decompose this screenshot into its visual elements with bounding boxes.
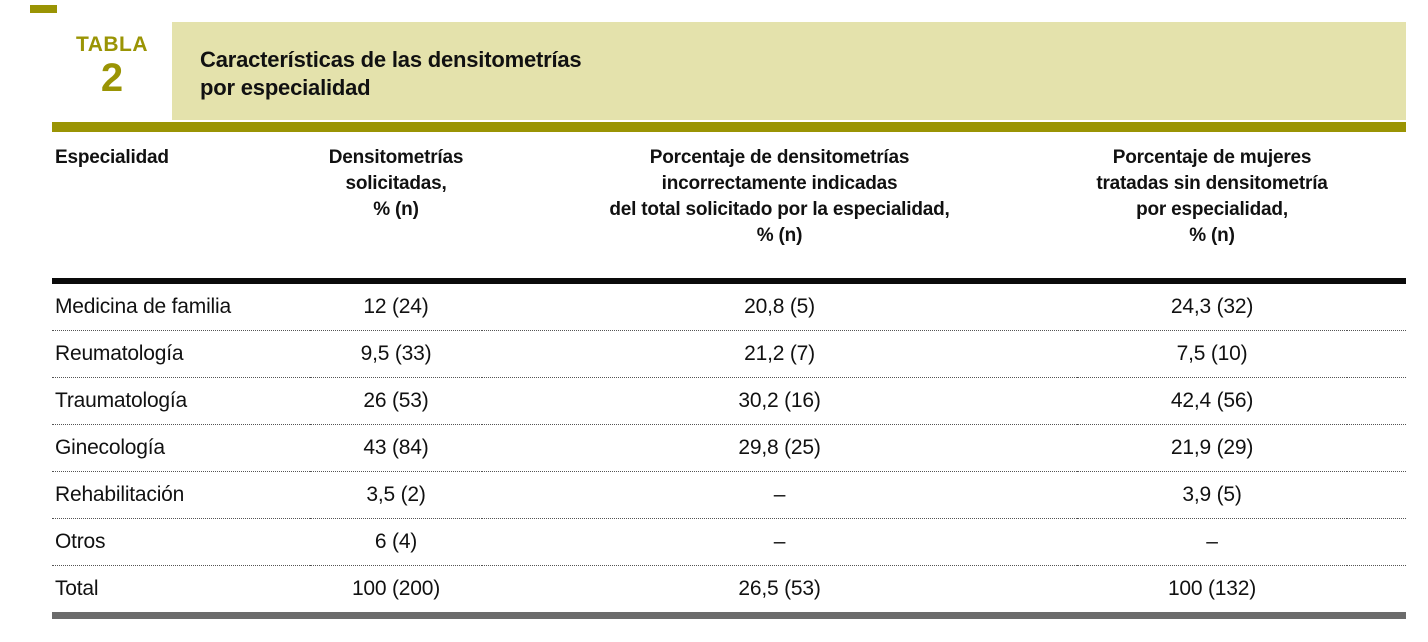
corner-accent-dash <box>30 5 57 13</box>
cell-solicitadas: 43 (84) <box>310 424 482 472</box>
cell-solicitadas: 9,5 (33) <box>310 330 482 378</box>
table-header-banner: TABLA 2 Características de las densitome… <box>52 22 1406 120</box>
column-header-spacer <box>1347 132 1406 284</box>
column-header-especialidad: Especialidad <box>52 132 310 284</box>
table-label: TABLA 2 <box>52 22 172 120</box>
cell-sin-densitometria: – <box>1077 518 1347 566</box>
cell-incorrectas: – <box>482 471 1077 519</box>
cell-especialidad: Medicina de familia <box>55 295 231 318</box>
accent-rule <box>52 122 1406 132</box>
cell-incorrectas: 30,2 (16) <box>482 377 1077 425</box>
cell-especialidad: Reumatología <box>52 330 310 378</box>
cell-solicitadas: 3,5 (2) <box>310 471 482 519</box>
cell-spacer <box>1347 330 1406 378</box>
cell-spacer <box>1347 565 1406 619</box>
table-row: Medicina de familia 12 (24) 20,8 (5) 24,… <box>52 281 1406 331</box>
cell-incorrectas: 26,5 (53) <box>482 565 1077 619</box>
cell-solicitadas: 6 (4) <box>310 518 482 566</box>
table-title-box: Características de las densitometrías po… <box>172 22 1406 120</box>
cell-especialidad: Total <box>52 565 310 619</box>
cell-solicitadas: 100 (200) <box>310 565 482 619</box>
cell-incorrectas: 20,8 (5) <box>744 295 815 318</box>
column-header-porcentaje-incorrectas: Porcentaje de densitometrías incorrectam… <box>482 132 1077 284</box>
table-row: Otros 6 (4) – – <box>52 518 1406 566</box>
table-row: Reumatología 9,5 (33) 21,2 (7) 7,5 (10) <box>52 330 1406 378</box>
cell-incorrectas: 29,8 (25) <box>482 424 1077 472</box>
table-row: Traumatología 26 (53) 30,2 (16) 42,4 (56… <box>52 377 1406 425</box>
table-label-number: 2 <box>100 56 124 100</box>
table-row: Rehabilitación 3,5 (2) – 3,9 (5) <box>52 471 1406 519</box>
column-header-densitometrias-solicitadas: Densitometrías solicitadas, % (n) <box>310 132 482 284</box>
column-header-porcentaje-mujeres: Porcentaje de mujeres tratadas sin densi… <box>1077 132 1347 284</box>
cell-spacer <box>1347 471 1406 519</box>
table-row-total: Total 100 (200) 26,5 (53) 100 (132) <box>52 565 1406 619</box>
cell-especialidad: Rehabilitación <box>52 471 310 519</box>
cell-spacer <box>1347 424 1406 472</box>
cell-sin-densitometria: 24,3 (32) <box>1170 295 1254 318</box>
cell-especialidad: Ginecología <box>52 424 310 472</box>
table-row: Ginecología 43 (84) 29,8 (25) 21,9 (29) <box>52 424 1406 472</box>
cell-sin-densitometria: 100 (132) <box>1077 565 1347 619</box>
table-title-line-2: por especialidad <box>200 75 371 100</box>
cell-incorrectas: – <box>482 518 1077 566</box>
cell-incorrectas: 21,2 (7) <box>482 330 1077 378</box>
densitometry-table: Especialidad Densitometrías solicitadas,… <box>52 132 1406 619</box>
cell-sin-densitometria: 7,5 (10) <box>1077 330 1347 378</box>
table-title-line-1: Características de las densitometrías <box>200 47 582 72</box>
header-row: Especialidad Densitometrías solicitadas,… <box>52 132 1406 284</box>
cell-spacer <box>1347 281 1406 331</box>
cell-sin-densitometria: 3,9 (5) <box>1077 471 1347 519</box>
cell-especialidad: Otros <box>52 518 310 566</box>
cell-spacer <box>1347 518 1406 566</box>
cell-solicitadas: 26 (53) <box>310 377 482 425</box>
cell-spacer <box>1347 377 1406 425</box>
table-label-word: TABLA <box>75 33 149 56</box>
cell-sin-densitometria: 42,4 (56) <box>1077 377 1347 425</box>
cell-sin-densitometria: 21,9 (29) <box>1077 424 1347 472</box>
cell-solicitadas: 12 (24) <box>363 295 429 318</box>
cell-especialidad: Traumatología <box>52 377 310 425</box>
